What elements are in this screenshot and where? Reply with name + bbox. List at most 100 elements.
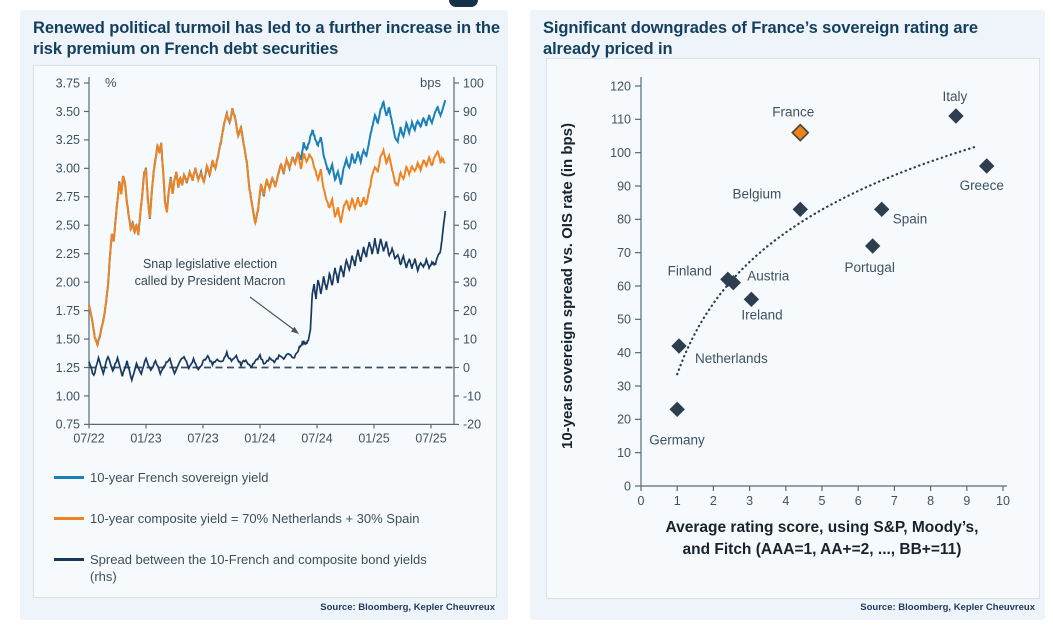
scatter-point-germany <box>669 401 685 418</box>
right-axis-tick-label: 100 <box>463 76 484 90</box>
axes <box>88 77 455 425</box>
right-axis-tick-label: 40 <box>463 247 477 261</box>
left-axis-tick-label: 0.75 <box>56 418 80 432</box>
x-axis-tick-label: 07/22 <box>73 431 104 445</box>
election-annotation-line2: called by President Macron <box>134 274 286 288</box>
left-axis-tick-label: 1.25 <box>56 361 80 375</box>
left-axis-tick-label: 3.50 <box>56 105 80 119</box>
x-axis-tick-label: 07/25 <box>415 431 446 445</box>
legend-label-spread-line2: (rhs) <box>90 569 117 584</box>
x-axis-tick-label: 7 <box>891 494 898 508</box>
x-axis-tick-label: 07/23 <box>187 431 218 445</box>
legend-label-french-yield: 10-year French sovereign yield <box>90 470 269 485</box>
scatter-point-portugal <box>864 238 881 254</box>
right-axis-tick-label: 50 <box>463 219 477 233</box>
y-axis-tick-label: 0 <box>624 479 631 493</box>
legend-row-composite-yield: 10-year composite yield = 70% Netherland… <box>54 510 486 527</box>
left-axis-unit-label: % <box>105 75 117 90</box>
x-axis-tick-label: 01/25 <box>358 431 389 445</box>
scatter-y-axis-label: 10-year sovereign spread vs. OIS rate (i… <box>559 123 576 449</box>
scatter-x-axis-label-line1: Average rating score, using S&P, Moody’s… <box>665 519 979 536</box>
yield-chart-legend: 10-year French sovereign yield 10-year c… <box>54 469 486 609</box>
yield-chart-title: Renewed political turmoil has led to a f… <box>33 19 500 58</box>
yield-chart-svg: 3.75 3.50 3.25 3.00 2.75 2.50 2.25 2.00 1.75 1.50… <box>56 75 484 445</box>
y-axis-tick-label: 90 <box>617 179 631 193</box>
x-axis-tick-label: 8 <box>927 494 934 508</box>
left-axis-tick-label: 3.25 <box>56 133 80 147</box>
legend-row-french-yield: 10-year French sovereign yield <box>54 469 486 486</box>
cropped-header-fragment <box>449 0 478 7</box>
right-axis-tick-label: 0 <box>463 361 470 375</box>
y-axis-tick-label: 50 <box>617 313 631 327</box>
left-axis-tick-label: 2.75 <box>56 190 80 204</box>
right-axis-tick-label: 20 <box>463 304 477 318</box>
yield-chart-panel: Renewed political turmoil has led to a f… <box>20 10 508 620</box>
x-axis-tick-label: 0 <box>638 494 645 508</box>
right-axis-tick-label: 10 <box>463 332 477 346</box>
scatter-label-netherlands: Netherlands <box>695 351 768 366</box>
left-axis-tick-label: 1.00 <box>56 389 80 403</box>
x-axis-tick-label: 2 <box>710 494 717 508</box>
legend-line-spread <box>54 558 84 561</box>
right-axis-tick-label: -10 <box>463 389 481 403</box>
x-axis-tick-label: 01/23 <box>130 431 161 445</box>
yield-chart-source: Source: Bloomberg, Kepler Cheuvreux <box>320 602 495 613</box>
right-axis-tick-label: 90 <box>463 105 477 119</box>
legend-label-composite-yield: 10-year composite yield = 70% Netherland… <box>90 511 420 526</box>
legend-row-spread: Spread between the 10-French and composi… <box>54 551 486 585</box>
legend-line-french-yield <box>54 476 84 479</box>
series-french-yield-line <box>88 99 447 346</box>
scatter-label-belgium: Belgium <box>732 186 781 201</box>
y-axis-tick-label: 60 <box>617 279 631 293</box>
x-axis-tick-label: 9 <box>963 494 970 508</box>
left-axis-tick-label: 2.25 <box>56 247 80 261</box>
y-axis-tick-label: 20 <box>617 413 631 427</box>
scatter-chart-title: Significant downgrades of France’s sover… <box>543 19 978 58</box>
annotation-arrow <box>249 296 298 333</box>
trend-dotted-line <box>676 144 979 376</box>
scatter-point-italy <box>948 108 964 124</box>
y-axis-tick-label: 110 <box>611 113 631 127</box>
y-axis-tick-label: 100 <box>610 146 631 160</box>
axes <box>640 77 1007 487</box>
yield-chart-box: 3.75 3.50 3.25 3.00 2.75 2.50 2.25 2.00 1.75 1.50… <box>33 65 497 598</box>
election-annotation-line1: Snap legislative election <box>142 257 278 271</box>
y-axis-tick-label: 70 <box>617 246 631 260</box>
legend-label-spread-line1: Spread between the 10-French and composi… <box>90 552 427 567</box>
scatter-chart-source: Source: Bloomberg, Kepler Cheuvreux <box>860 602 1035 613</box>
right-axis-tick-label: -20 <box>463 418 481 432</box>
y-axis-tick-label: 80 <box>617 213 631 227</box>
y-axis-tick-label: 10 <box>617 446 631 460</box>
y-axis-tick-label: 30 <box>617 379 631 393</box>
scatter-point-austria <box>725 274 742 291</box>
x-axis-tick-label: 5 <box>819 494 826 508</box>
annotation-arrowhead <box>290 326 299 334</box>
left-axis-tick-label: 2.50 <box>56 219 80 233</box>
scatter-label-greece: Greece <box>960 178 1004 193</box>
scatter-label-italy: Italy <box>943 89 968 104</box>
scatter-x-axis-label-line2: and Fitch (AAA=1, AA+=2, ..., BB+=11) <box>682 541 962 558</box>
scatter-label-austria: Austria <box>747 269 790 284</box>
series-spread-line <box>88 210 447 384</box>
x-axis-tick-label: 07/24 <box>301 431 332 445</box>
right-axis-tick-label: 70 <box>463 162 477 176</box>
scatter-point-ireland <box>743 291 760 308</box>
scatter-point-greece <box>979 158 995 174</box>
x-axis-tick-label: 3 <box>746 494 753 508</box>
series-composite-yield-line <box>88 108 446 349</box>
scatter-label-portugal: Portugal <box>845 260 895 275</box>
left-axis-tick-label: 2.00 <box>56 275 80 289</box>
x-axis-tick-label: 6 <box>855 494 862 508</box>
x-axis-tick-label: 10 <box>996 494 1010 508</box>
scatter-label-ireland: Ireland <box>741 307 782 322</box>
x-axis-tick-label: 4 <box>782 494 789 508</box>
election-annotation: Snap legislative election called by Pres… <box>122 256 298 290</box>
scatter-chart-panel: Significant downgrades of France’s sover… <box>530 10 1045 620</box>
left-axis-tick-label: 3.75 <box>56 76 80 90</box>
x-axis-tick-label: 1 <box>674 494 681 508</box>
scatter-x-axis-label: Average rating score, using S&P, Moody’s… <box>622 517 1022 561</box>
scatter-point-belgium <box>792 201 808 218</box>
right-axis-tick-label: 60 <box>463 190 477 204</box>
y-axis-tick-label: 40 <box>617 346 631 360</box>
